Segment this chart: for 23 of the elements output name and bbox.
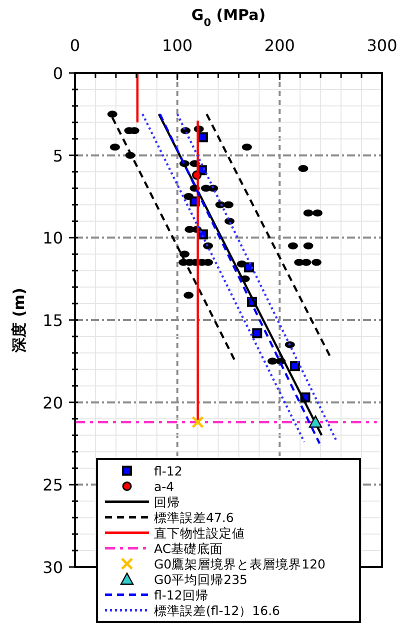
x-axis-title: G$_{0}$ (MPa) xyxy=(191,6,266,29)
y-axis-title: 深度 (m) xyxy=(10,288,28,354)
legend-label: 直下物性設定値 xyxy=(154,525,245,540)
legend-label: G0平均回帰235 xyxy=(154,572,248,587)
legend-label: a-4 xyxy=(154,478,174,494)
y-tick-label: 30 xyxy=(42,558,63,577)
y-tick-label: 10 xyxy=(42,228,63,248)
legend-label: AC基礎底面 xyxy=(154,540,224,556)
legend-label: 標準誤差(fl-12）16.6 xyxy=(154,602,280,618)
y-tick-label: 20 xyxy=(42,393,63,412)
legend-label: 標準誤差47.6 xyxy=(154,510,234,525)
y-tick-label: 0 xyxy=(52,64,63,83)
legend-label: G0鷹架層境界と表層境界120 xyxy=(154,556,326,572)
x-tick-label: 0 xyxy=(70,36,80,55)
y-tick-label: 5 xyxy=(52,146,63,166)
x-tick-label: 300 xyxy=(366,36,398,55)
x-tick-label: 200 xyxy=(264,36,295,55)
y-tick-label: 25 xyxy=(42,476,63,495)
legend-label: fl-12回帰 xyxy=(154,587,208,602)
legend-label: 回帰 xyxy=(154,494,180,510)
y-tick-label: 15 xyxy=(42,311,63,330)
legend-label: fl-12 xyxy=(154,463,182,478)
x-tick-label: 100 xyxy=(162,36,193,55)
